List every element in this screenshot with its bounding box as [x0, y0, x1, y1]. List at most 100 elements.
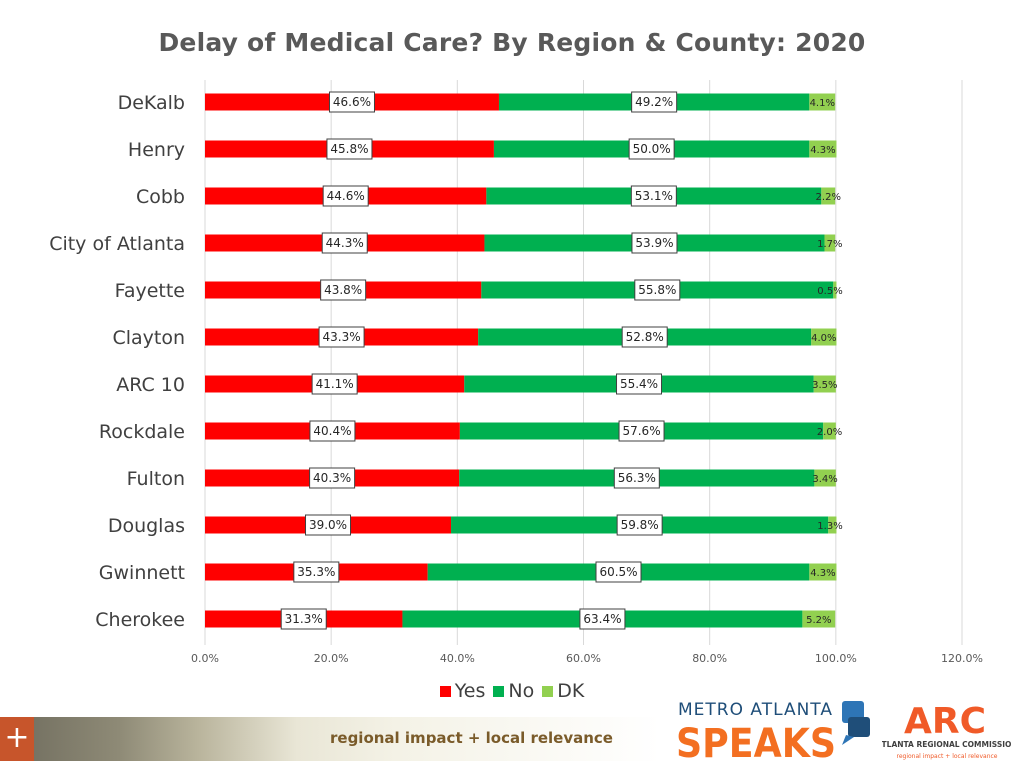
x-tick-label: 100.0% [815, 652, 857, 665]
x-tick-label: 20.0% [314, 652, 349, 665]
data-label: 35.3% [297, 565, 335, 579]
data-label: 52.8% [626, 330, 664, 344]
bar-dk [809, 140, 837, 158]
arc-mark-text: ARC [904, 701, 986, 742]
logo-metro-text: METRO ATLANTA [678, 700, 833, 720]
data-label: 43.3% [323, 330, 361, 344]
category-label: Clayton [112, 327, 185, 349]
data-label-box [634, 279, 681, 301]
data-label: 53.9% [635, 236, 673, 250]
category-labels: DeKalb Henry Cobb City of Atlanta Fayette Cla… [49, 92, 185, 631]
bar-dk [811, 328, 837, 346]
category-label: DeKalb [118, 92, 185, 114]
data-label: 1.7% [817, 239, 842, 250]
data-label: 5.2% [806, 615, 831, 626]
bar-dk [828, 516, 837, 534]
data-labels: 46.6% 49.2% 4.1% 45.8% 50.0% 4.3% 44.6% 53.1% 2.… [280, 91, 843, 630]
category-label: Fulton [127, 468, 185, 490]
bar-dk [809, 563, 837, 581]
bar-dk [802, 610, 836, 628]
arc-tagline-text: regional impact + local relevance [896, 753, 997, 760]
legend-label: No [508, 680, 535, 702]
data-label: 56.3% [618, 471, 656, 485]
footer-tagline: regional impact + local relevance [330, 729, 613, 747]
data-label: 4.3% [810, 145, 835, 156]
data-label-box [579, 608, 626, 630]
data-label-box [631, 91, 678, 113]
data-label-box [328, 91, 375, 113]
plus-icon: + [0, 717, 34, 761]
data-label: 45.8% [330, 142, 368, 156]
bars [205, 93, 837, 628]
legend-item-yes: Yes [439, 680, 485, 702]
data-label: 0.5% [817, 286, 842, 297]
category-label: Gwinnett [99, 562, 185, 584]
data-label: 44.3% [326, 236, 364, 250]
data-label: 57.6% [622, 424, 660, 438]
data-label-box [326, 138, 373, 160]
data-label-box [280, 608, 327, 630]
category-label: Cherokee [95, 609, 185, 631]
legend: Yes No DK [0, 680, 1024, 702]
metro-atlanta-speaks-logo: METRO ATLANTA SPEAKS [676, 700, 870, 765]
data-label-box [595, 561, 642, 583]
bar-dk [813, 375, 836, 393]
data-label: 4.1% [810, 98, 835, 109]
data-label-box [631, 232, 678, 254]
data-label-box [621, 326, 668, 348]
data-label-box [613, 467, 660, 489]
category-label: ARC 10 [116, 374, 185, 396]
stacked-bar-chart: 46.6% 49.2% 4.1% 45.8% 50.0% 4.3% 44.6% 53.1% 2.… [49, 80, 983, 665]
data-label: 40.3% [313, 471, 351, 485]
bar-dk [823, 422, 836, 440]
category-label: Henry [128, 139, 185, 161]
bar-dk [833, 281, 837, 299]
data-label-box [628, 138, 675, 160]
data-label-box [293, 561, 340, 583]
speech-bubble-icon [842, 701, 870, 745]
data-label: 60.5% [599, 565, 637, 579]
legend-swatch [439, 685, 451, 697]
footer-banner [0, 717, 660, 761]
data-label: 2.2% [816, 192, 841, 203]
data-label-box [616, 514, 663, 536]
data-label: 41.1% [316, 377, 354, 391]
data-label: 53.1% [635, 189, 673, 203]
legend-swatch [493, 685, 505, 697]
data-label: 31.3% [285, 612, 323, 626]
data-label-box [618, 420, 665, 442]
gridlines [204, 80, 963, 645]
data-label-box [305, 514, 352, 536]
data-label: 49.2% [635, 95, 673, 109]
bar-dk [821, 187, 836, 205]
legend-item-no: No [493, 680, 534, 702]
data-label: 40.4% [313, 424, 351, 438]
category-label: Cobb [136, 186, 185, 208]
data-label-box [321, 232, 368, 254]
data-label: 1.3% [817, 521, 842, 532]
bar-dk [824, 234, 836, 252]
data-label-box [322, 185, 369, 207]
category-label: City of Atlanta [49, 233, 185, 255]
data-label-box [320, 279, 367, 301]
data-label: 59.8% [621, 518, 659, 532]
data-label: 3.4% [812, 474, 837, 485]
chart-title: Delay of Medical Care? By Region & Count… [158, 28, 866, 57]
data-label: 46.6% [333, 95, 371, 109]
data-label: 44.6% [327, 189, 365, 203]
x-tick-label: 0.0% [191, 652, 219, 665]
data-label: 55.8% [638, 283, 676, 297]
data-label-box [311, 373, 358, 395]
data-label-box [309, 420, 356, 442]
arc-name-text: ATLANTA REGIONAL COMMISSION [882, 740, 1012, 749]
category-label: Fayette [115, 280, 185, 302]
data-label-box [630, 185, 677, 207]
data-label: 63.4% [583, 612, 621, 626]
data-label: 2.0% [817, 427, 842, 438]
data-label-box [616, 373, 663, 395]
x-tick-label: 80.0% [692, 652, 727, 665]
bar-dk [809, 93, 836, 111]
legend-label: DK [557, 680, 585, 702]
data-label: 4.3% [810, 568, 835, 579]
data-label: 3.5% [812, 380, 837, 391]
